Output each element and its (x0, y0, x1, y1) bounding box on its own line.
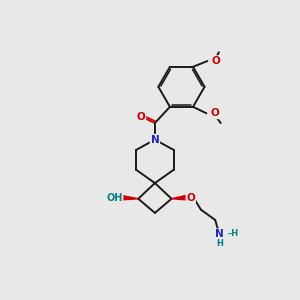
Text: N: N (151, 135, 159, 145)
Text: O: O (212, 56, 220, 66)
Text: N: N (215, 229, 224, 239)
Polygon shape (172, 195, 187, 200)
Text: O: O (137, 112, 146, 122)
Text: O: O (186, 193, 195, 202)
Polygon shape (121, 195, 138, 200)
Text: –H: –H (227, 229, 239, 238)
Text: H: H (216, 239, 223, 248)
Text: O: O (211, 108, 219, 118)
Text: OH: OH (106, 193, 123, 202)
